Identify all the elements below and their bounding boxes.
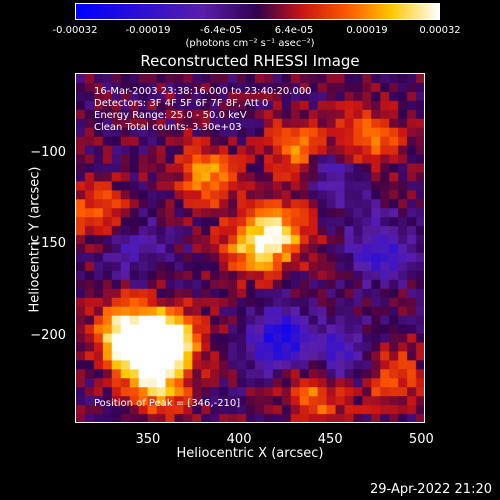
x-tick-label: 400 xyxy=(226,432,252,447)
info-clean-counts: Clean Total counts: 3.30e+03 xyxy=(94,122,242,133)
info-detectors: Detectors: 3F 4F 5F 6F 7F 8F, Att 0 xyxy=(94,98,269,109)
colorbar-tick-label: 6.4e-05 xyxy=(274,25,314,36)
colorbar-tick-label: -6.4e-05 xyxy=(200,25,242,36)
colorbar-tick-label: -0.00019 xyxy=(125,25,171,36)
info-time-range: 16-Mar-2003 23:38:16.000 to 23:40:20.000 xyxy=(94,86,312,97)
x-tick-label: 350 xyxy=(135,432,161,447)
colorbar-tick-label: 0.00032 xyxy=(419,25,461,36)
colorbar-tick-label: -0.00032 xyxy=(52,25,98,36)
y-tick-label: −100 xyxy=(30,145,66,161)
x-tick-label: 450 xyxy=(317,432,343,447)
x-tick-label: 500 xyxy=(408,432,434,447)
chart-title: Reconstructed RHESSI Image xyxy=(140,52,360,70)
timestamp: 29-Apr-2022 21:20 xyxy=(370,482,492,497)
plot-area: 16-Mar-2003 23:38:16.000 to 23:40:20.000… xyxy=(75,73,425,423)
peak-position-label: Position of Peak = [346,-210] xyxy=(94,398,241,409)
info-energy-range: Energy Range: 25.0 - 50.0 keV xyxy=(94,110,247,121)
colorbar-units: (photons cm⁻² s⁻¹ asec⁻²) xyxy=(185,38,315,49)
y-axis-label: Heliocentric Y (arcsec) xyxy=(27,166,43,313)
x-axis-label: Heliocentric X (arcsec) xyxy=(176,446,324,461)
y-tick-label: −150 xyxy=(30,236,66,252)
y-tick-label: −200 xyxy=(30,327,66,343)
colorbar-tick-label: 0.00019 xyxy=(346,25,388,36)
colorbar xyxy=(75,3,440,20)
heatmap-image xyxy=(76,74,424,422)
